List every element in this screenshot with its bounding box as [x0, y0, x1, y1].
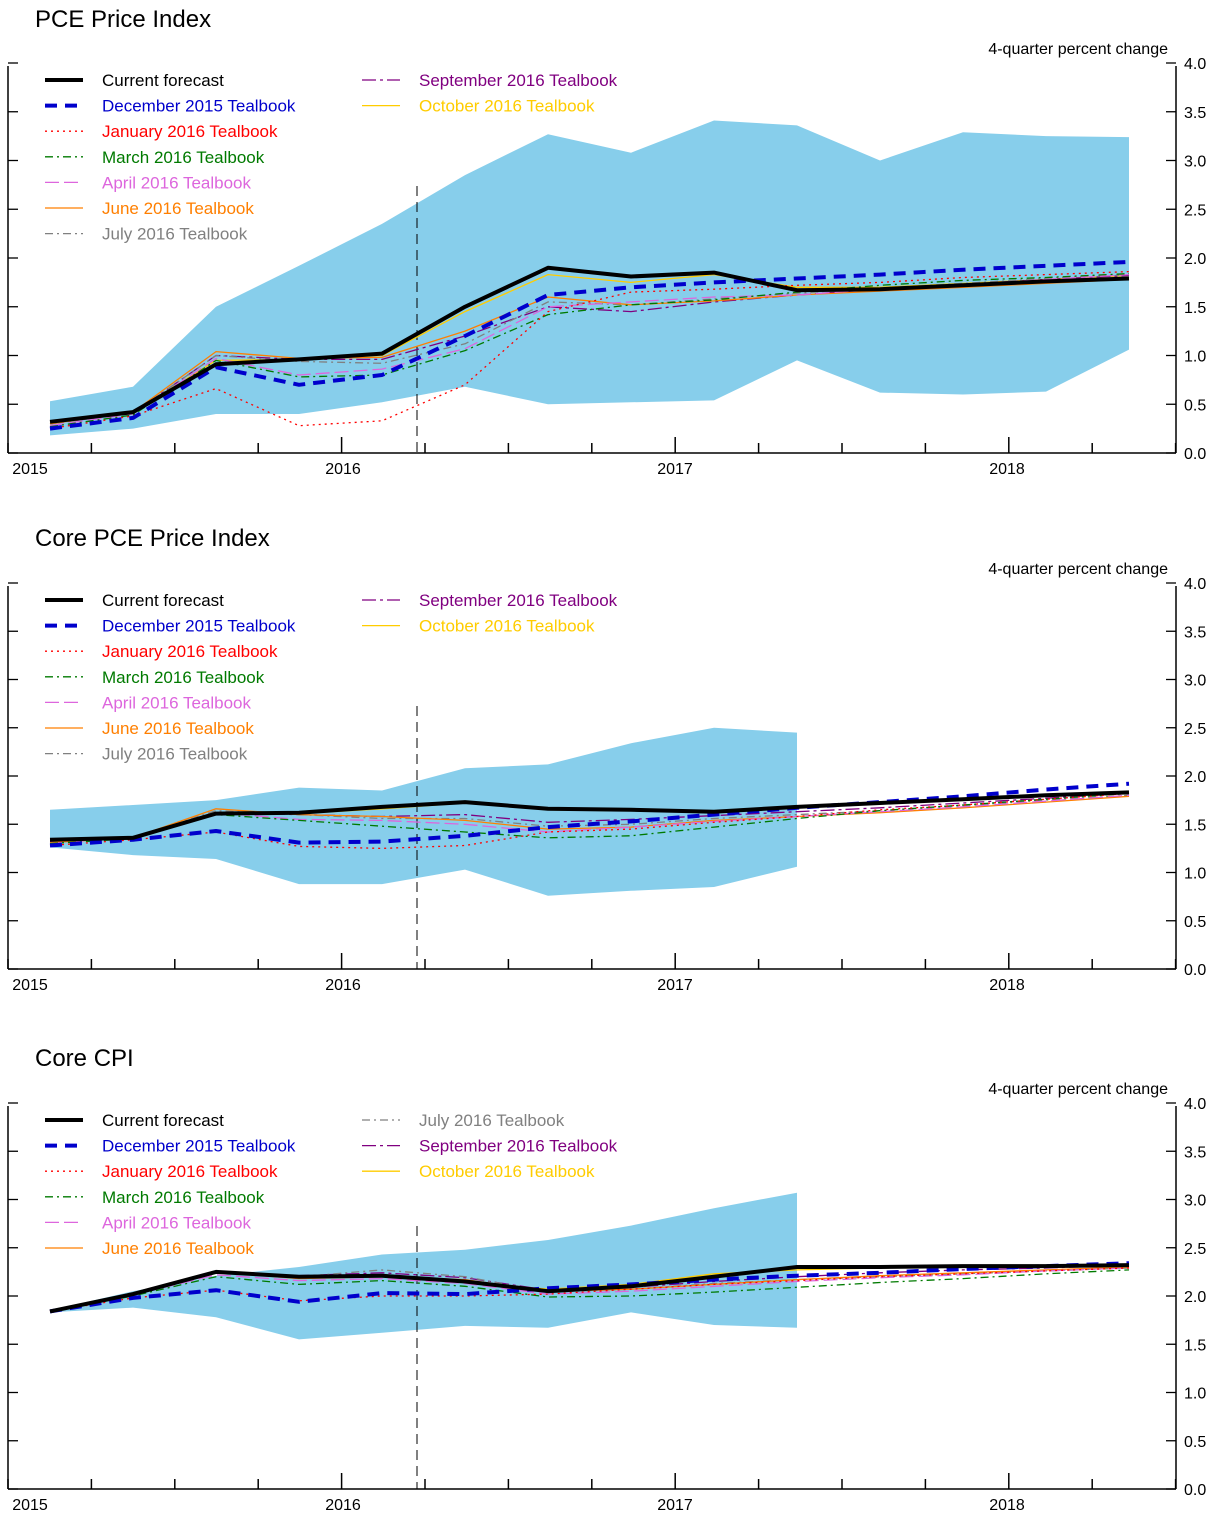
chart-2-series-march-2016-tealbook: [49, 792, 1130, 845]
chart-2-x-tick-label-2015: 2015: [12, 977, 48, 994]
chart-1-y-tick-label: 2.0: [1184, 251, 1206, 268]
chart-3-legend-label-october-2016-tealbook: October 2016 Tealbook: [419, 1162, 595, 1181]
chart-3-y-tick-label: 0.0: [1184, 1482, 1206, 1499]
chart-2-y-tick-label: 3.5: [1184, 624, 1206, 641]
chart-1-y-tick-label: 0.0: [1184, 446, 1206, 463]
chart-3-series-december-2015-tealbook: [49, 1261, 1130, 1314]
chart-1-y-tick-label: 1.0: [1184, 349, 1206, 366]
chart-3-y-tick-label: 1.0: [1184, 1386, 1206, 1403]
chart-2-legend: Current forecast December 2015 Tealbook Ja…: [45, 591, 618, 764]
chart-1-unit-label: 4-quarter percent change: [988, 41, 1168, 58]
chart-2-y-tick-label: 0.0: [1184, 962, 1206, 979]
chart-1-y-tick-label: 4.0: [1184, 56, 1206, 73]
chart-2-legend-label-april-2016-tealbook: April 2016 Tealbook: [102, 693, 252, 712]
chart-3-x-tick-label-2015: 2015: [12, 1497, 48, 1514]
chart-3-unit-label: 4-quarter percent change: [988, 1081, 1168, 1098]
chart-3-x-tick-label-2016: 2016: [325, 1497, 361, 1514]
chart-1-legend-label-july-2016-tealbook: July 2016 Tealbook: [102, 225, 248, 244]
chart-1-title: PCE Price Index: [35, 6, 211, 33]
chart-2-x-tick-label-2017: 2017: [657, 977, 693, 994]
chart-3-y-tick-label: 4.0: [1184, 1096, 1206, 1113]
chart-1-series-january-2016-tealbook: [49, 270, 1130, 430]
chart-2-series-december-2015-tealbook: [49, 781, 1130, 848]
chart-2-legend-label-october-2016-tealbook: October 2016 Tealbook: [419, 617, 595, 636]
chart-1-y-tick-label: 3.5: [1184, 105, 1206, 122]
chart-1-legend-label-april-2016-tealbook: April 2016 Tealbook: [102, 173, 252, 192]
chart-2-y-tick-label: 4.0: [1184, 576, 1206, 593]
chart-3-y-tick-label: 3.5: [1184, 1144, 1206, 1161]
chart-2-x-tick-label-2018: 2018: [989, 977, 1025, 994]
chart-3-series-march-2016-tealbook: [49, 1269, 1130, 1313]
chart-2-legend-label-current-forecast: Current forecast: [102, 591, 224, 610]
chart-1-legend-label-current-forecast: Current forecast: [102, 71, 224, 90]
chart-3-legend-label-july-2016-tealbook: July 2016 Tealbook: [419, 1111, 565, 1130]
chart-3-y-tick-label: 0.5: [1184, 1434, 1206, 1451]
chart-3-legend-label-april-2016-tealbook: April 2016 Tealbook: [102, 1213, 252, 1232]
chart-2-series-current-forecast: [49, 790, 1130, 842]
chart-1-legend-label-january-2016-tealbook: January 2016 Tealbook: [102, 122, 278, 141]
chart-3-series-current-forecast: [49, 1263, 1130, 1314]
chart-2-y-tick-label: 2.0: [1184, 769, 1206, 786]
chart-2-x-tick-label-2016: 2016: [325, 977, 361, 994]
chart-3-legend-label-september-2016-tealbook: September 2016 Tealbook: [419, 1137, 618, 1156]
chart-1-y-tick-label: 1.5: [1184, 300, 1206, 317]
chart-3-legend-label-march-2016-tealbook: March 2016 Tealbook: [102, 1188, 265, 1207]
chart-3-legend-label-june-2016-tealbook: June 2016 Tealbook: [102, 1239, 254, 1258]
chart-1-legend-label-june-2016-tealbook: June 2016 Tealbook: [102, 199, 254, 218]
chart-1-legend-label-december-2015-tealbook: December 2015 Tealbook: [102, 97, 296, 116]
chart-2-series-june-2016-tealbook: [49, 795, 1130, 844]
chart-3-series-april-2016-tealbook: [49, 1267, 1130, 1313]
chart-2: Core PCE Price Index 0.0 0.5 1.0 1.5 2.0 2.5 3.…: [7, 525, 1206, 994]
chart-1-y-tick-label: 0.5: [1184, 397, 1206, 414]
chart-1-legend-label-september-2016-tealbook: September 2016 Tealbook: [419, 71, 618, 90]
chart-2-y-tick-label: 0.5: [1184, 914, 1206, 931]
chart-1-x-tick-label-2015: 2015: [12, 461, 48, 478]
chart-1-x-tick-label-2016: 2016: [325, 461, 361, 478]
chart-1-x-tick-label-2017: 2017: [657, 461, 693, 478]
chart-3-confidence-band: [50, 1192, 797, 1340]
chart-3-legend: Current forecast December 2015 Tealbook Ja…: [45, 1111, 618, 1258]
chart-1-legend: Current forecast December 2015 Tealbook Ja…: [45, 71, 618, 244]
chart-2-y-tick-label: 1.0: [1184, 866, 1206, 883]
chart-2-legend-label-march-2016-tealbook: March 2016 Tealbook: [102, 668, 265, 687]
chart-2-y-tick-label: 1.5: [1184, 817, 1206, 834]
chart-2-confidence-band: [50, 727, 797, 896]
chart-3-y-tick-label: 3.0: [1184, 1193, 1206, 1210]
chart-1: PCE Price Index 0.0 0.5 1.0 1.5 2.0 2.5 3.0 3.5 4…: [7, 6, 1206, 478]
chart-2-y-tick-label: 2.5: [1184, 721, 1206, 738]
chart-3-legend-label-current-forecast: Current forecast: [102, 1111, 224, 1130]
chart-2-unit-label: 4-quarter percent change: [988, 561, 1168, 578]
chart-2-legend-label-december-2015-tealbook: December 2015 Tealbook: [102, 617, 296, 636]
chart-2-legend-label-september-2016-tealbook: September 2016 Tealbook: [419, 591, 618, 610]
chart-1-legend-label-march-2016-tealbook: March 2016 Tealbook: [102, 148, 265, 167]
chart-2-legend-label-january-2016-tealbook: January 2016 Tealbook: [102, 642, 278, 661]
chart-3-y-tick-label: 1.5: [1184, 1337, 1206, 1354]
chart-3-y-tick-label: 2.5: [1184, 1241, 1206, 1258]
chart-3-legend-label-january-2016-tealbook: January 2016 Tealbook: [102, 1162, 278, 1181]
chart-3-x-tick-label-2018: 2018: [989, 1497, 1025, 1514]
chart-2-title: Core PCE Price Index: [35, 525, 270, 552]
chart-1-legend-label-october-2016-tealbook: October 2016 Tealbook: [419, 97, 595, 116]
chart-3-title: Core CPI: [35, 1045, 134, 1072]
chart-3-x-tick-label-2017: 2017: [657, 1497, 693, 1514]
chart-3-y-tick-label: 2.0: [1184, 1289, 1206, 1306]
chart-2-y-tick-label: 3.0: [1184, 673, 1206, 690]
chart-1-series-current-forecast: [49, 265, 1130, 424]
chart-3: Core CPI 0.0 0.5 1.0 1.5 2.0 2.5 3.0 3.5 4.0 2015 2…: [7, 1045, 1206, 1514]
chart-1-series-march-2016-tealbook: [49, 272, 1130, 428]
chart-1-y-tick-label: 3.0: [1184, 154, 1206, 171]
chart-2-legend-label-july-2016-tealbook: July 2016 Tealbook: [102, 745, 248, 764]
chart-1-y-tick-label: 2.5: [1184, 202, 1206, 219]
chart-2-legend-label-june-2016-tealbook: June 2016 Tealbook: [102, 719, 254, 738]
chart-3-legend-label-december-2015-tealbook: December 2015 Tealbook: [102, 1137, 296, 1156]
chart-1-x-tick-label-2018: 2018: [989, 461, 1025, 478]
